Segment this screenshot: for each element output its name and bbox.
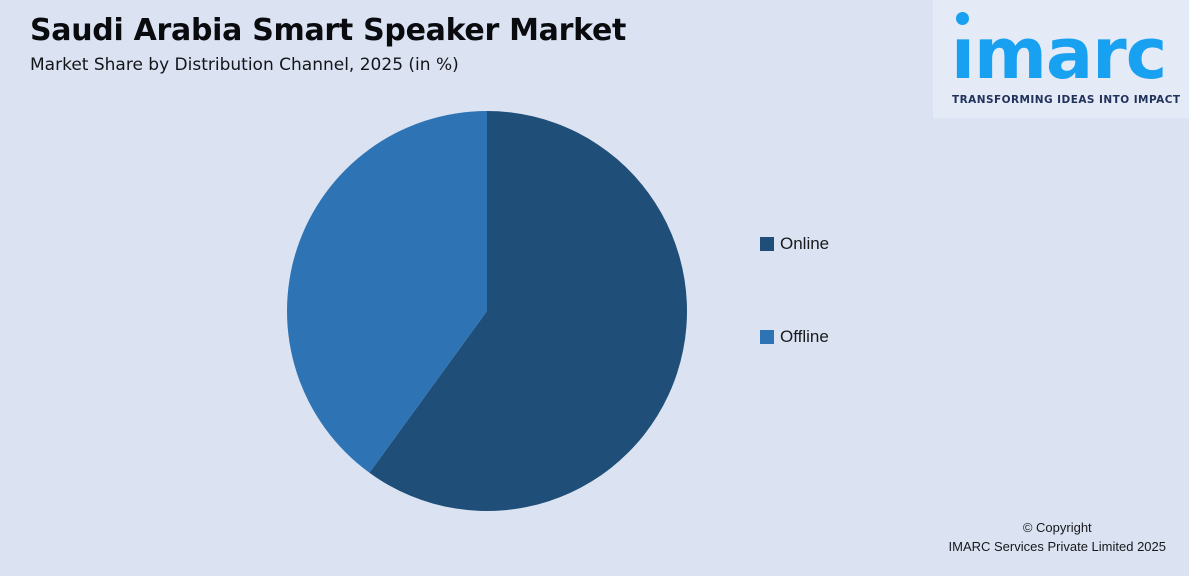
copyright-line1: © Copyright	[1022, 520, 1092, 536]
legend-label: Offline	[780, 327, 829, 346]
imarc-logo: ımarc TRANSFORMING IDEAS INTO IMPACT	[933, 0, 1189, 118]
legend-item-offline: Offline	[760, 327, 829, 346]
logo-i-dot-icon	[956, 12, 969, 25]
page-subtitle: Market Share by Distribution Channel, 20…	[30, 54, 459, 75]
pie-chart	[286, 111, 687, 512]
logo-wordmark: ımarc	[951, 13, 1167, 95]
legend-swatch	[760, 330, 774, 344]
legend: Online Offline	[760, 234, 830, 346]
page-title: Saudi Arabia Smart Speaker Market	[30, 13, 627, 48]
legend-item-online: Online	[760, 234, 830, 253]
copyright-line2: IMARC Services Private Limited 2025	[948, 538, 1166, 554]
copyright-note: © Copyright IMARC Services Private Limit…	[949, 519, 1166, 556]
chart-header: Saudi Arabia Smart Speaker Market Market…	[30, 14, 626, 75]
logo-tagline: TRANSFORMING IDEAS INTO IMPACT	[952, 94, 1181, 106]
legend-swatch	[760, 237, 774, 251]
legend-label: Online	[780, 234, 830, 253]
pie-slice-online	[369, 111, 687, 512]
pie-slice-offline	[286, 111, 487, 473]
